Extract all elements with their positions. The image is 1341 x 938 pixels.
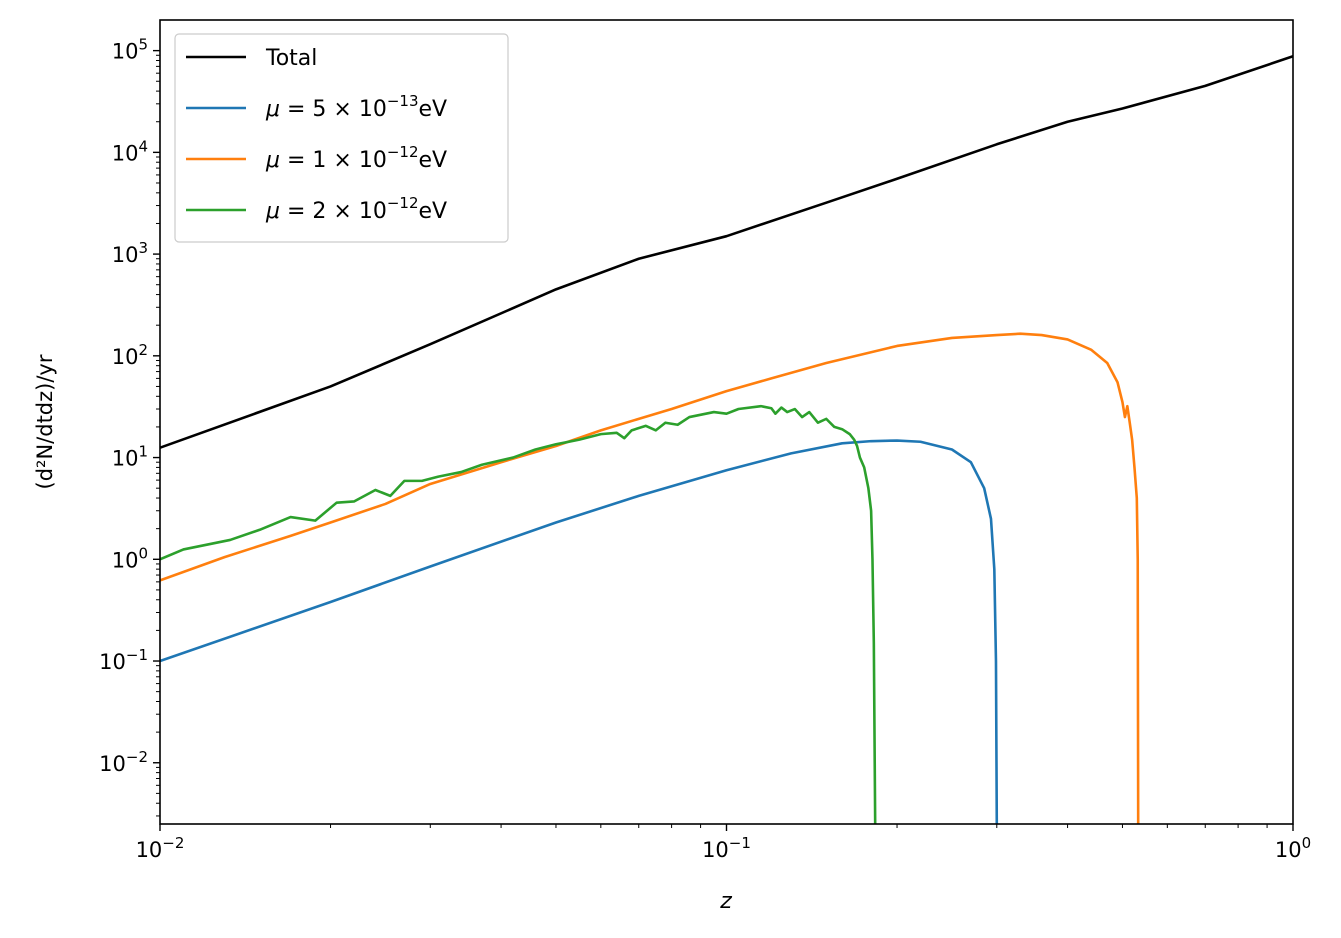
x-tick-label: 10−1 [702,834,751,862]
legend-label-2: μ = 1 × 10−12eV [265,143,447,173]
x-tick-label: 100 [1275,834,1311,862]
y-tick-label: 105 [112,36,148,64]
legend-label-1: μ = 5 × 10−13eV [265,92,447,122]
y-tick-label: 10−1 [99,646,148,674]
x-axis-label: z [719,889,732,914]
y-tick-label: 103 [112,239,148,267]
legend-label-3: μ = 2 × 10−12eV [265,194,447,224]
legend: Total μ = 5 × 10−13eV μ = 1 × 10−12eV μ = 2… [174,33,509,243]
series-layer [160,55,1293,824]
series-line-2 [160,332,1140,824]
legend-label-0: Total [265,46,317,71]
y-axis-label: (d²N/dtdz)/yr [33,354,57,489]
y-tick-label: 102 [112,341,148,369]
series-line-1 [160,439,999,824]
y-tick-label: 104 [112,137,148,165]
legend-box [174,33,509,243]
y-axis: 10−2 10−1 100 101 102 103 104 105 [99,36,160,817]
x-tick-label: 10−2 [136,834,185,862]
x-axis: 10−2 10−1 100 [136,824,1311,862]
y-tick-label: 100 [112,544,148,572]
series-line-3 [160,404,877,824]
y-tick-label: 101 [112,443,148,471]
series-line-0 [160,55,1293,449]
y-tick-label: 10−2 [99,748,148,776]
